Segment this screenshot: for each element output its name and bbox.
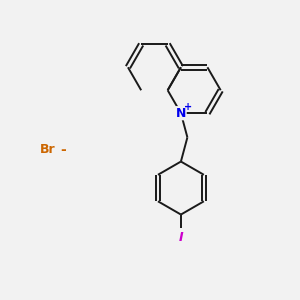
Text: -: - — [60, 143, 66, 157]
Text: Br: Br — [40, 143, 56, 157]
Text: +: + — [184, 102, 192, 112]
Text: N: N — [176, 107, 186, 120]
Text: I: I — [178, 231, 183, 244]
